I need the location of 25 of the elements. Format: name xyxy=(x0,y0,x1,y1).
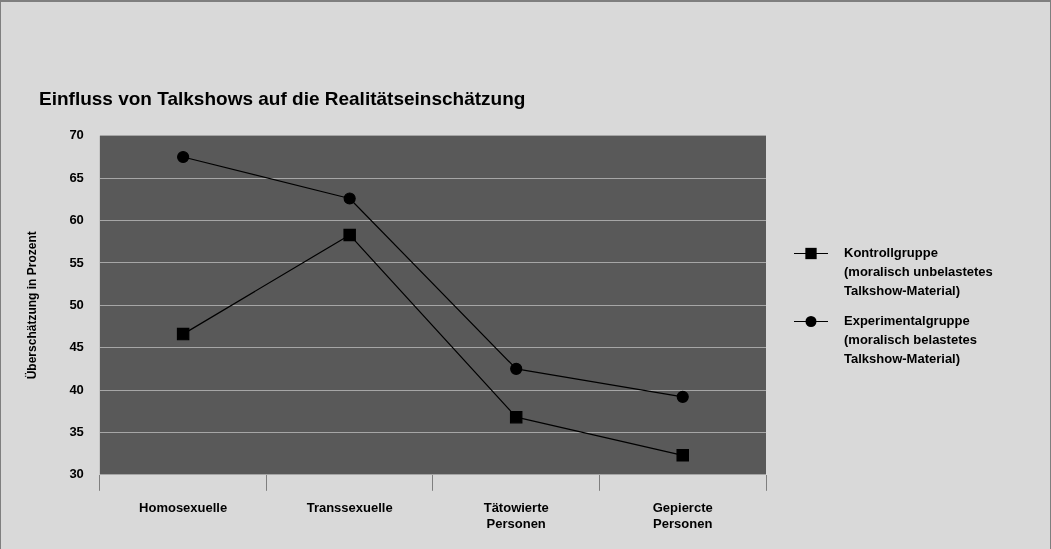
legend-label: Experimentalgruppe (moralisch belastetes Talkshow-Material) xyxy=(844,312,978,368)
y-tick-label: 60 xyxy=(69,212,84,228)
point xyxy=(676,390,689,403)
point xyxy=(509,410,523,424)
x-tick-label: Homosexuelle xyxy=(139,500,228,516)
y-tick-label: 45 xyxy=(69,339,84,355)
legend-label: Kontrollgruppe (moralisch unbelastetes Talkshow-Material) xyxy=(844,244,994,300)
y-tick-label: 70 xyxy=(69,127,84,143)
point xyxy=(176,327,190,341)
y-axis-title: Überschätzung in Prozent xyxy=(23,231,39,380)
y-tick-label: 50 xyxy=(69,296,84,312)
y-tick-label: 40 xyxy=(69,381,84,397)
y-tick-label: 65 xyxy=(69,169,84,185)
point xyxy=(177,150,190,164)
point xyxy=(676,449,689,462)
chart-title: Einfluss von Talkshows auf die Realitätseinschätzung xyxy=(39,88,526,110)
y-tick-label: 35 xyxy=(69,424,84,439)
point xyxy=(343,228,356,242)
x-tick-label: Gepiercte Personen xyxy=(652,500,713,531)
point xyxy=(343,192,356,205)
y-tick-label: 55 xyxy=(69,254,84,270)
x-tick-label: Transsexuelle xyxy=(306,500,393,516)
x-tick-label: Tätowierte Personen xyxy=(483,500,549,531)
y-tick-label: 30 xyxy=(69,466,84,482)
point xyxy=(510,362,523,375)
